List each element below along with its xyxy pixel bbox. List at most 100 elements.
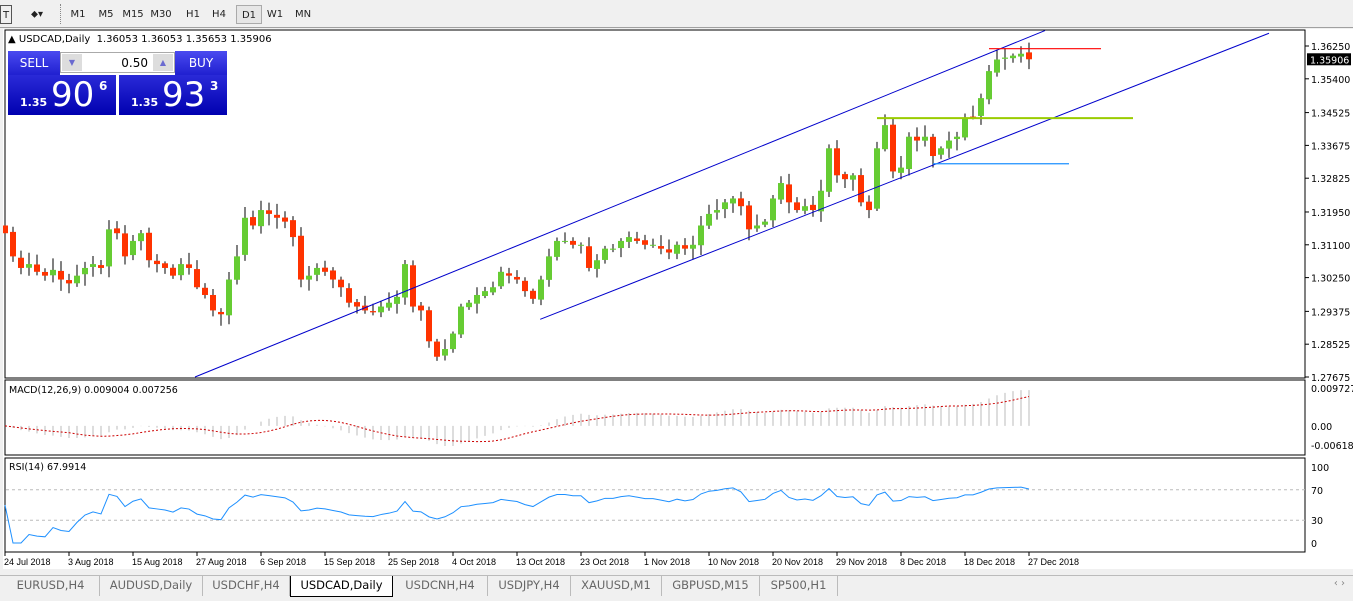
- timeframe-h4[interactable]: H4: [212, 9, 226, 20]
- tab-usdcnh-h4[interactable]: USDCNH,H4: [393, 576, 488, 596]
- bull-candle: [258, 210, 264, 227]
- bear-candle: [58, 270, 64, 280]
- sell-button[interactable]: SELL: [8, 51, 60, 75]
- bear-candle: [114, 228, 120, 234]
- price-tick-label: 1.31950: [1311, 208, 1350, 219]
- bull-candle: [498, 271, 504, 287]
- timeframe-m5[interactable]: M5: [98, 9, 114, 20]
- timeframe-m30[interactable]: M30: [150, 9, 172, 20]
- bull-candle: [722, 202, 728, 210]
- rsi-line: [4, 486, 1030, 544]
- date-label: 15 Aug 2018: [132, 557, 183, 567]
- bear-candle: [146, 232, 152, 261]
- bear-candle: [506, 273, 512, 276]
- timeframe-w1[interactable]: W1: [266, 9, 284, 20]
- increase-lot-icon[interactable]: ▲: [153, 54, 173, 71]
- main-chart-border: [4, 29, 1306, 379]
- tab-xauusd-m1[interactable]: XAUUSD,M1: [571, 576, 662, 596]
- price-tick-label: 1.33675: [1311, 141, 1350, 152]
- chart-canvas[interactable]: 1.36250 1.35400 1.34525 1.33675 1.32825 1.319…: [3, 29, 1353, 569]
- buy-price-pipette: 3: [210, 79, 219, 93]
- lot-size-value[interactable]: 0.50: [121, 56, 148, 70]
- bull-candle: [50, 269, 56, 276]
- date-label: 10 Nov 2018: [708, 557, 759, 567]
- macd-axis-label: 0.00: [1311, 422, 1332, 433]
- bull-candle: [730, 198, 736, 204]
- date-label: 20 Nov 2018: [772, 557, 823, 567]
- bull-candle: [690, 244, 696, 249]
- bear-candle: [746, 205, 752, 230]
- tab-scroll-arrows-icon[interactable]: ‹ ›: [1333, 578, 1345, 589]
- timeframe-h1[interactable]: H1: [186, 9, 200, 20]
- timeframe-m1[interactable]: M1: [70, 9, 86, 20]
- bear-candle: [162, 263, 168, 268]
- tab-audusd-daily[interactable]: AUDUSD,Daily: [100, 576, 203, 596]
- sell-price-big: 90: [51, 75, 95, 115]
- bear-candle: [834, 148, 840, 176]
- bear-candle: [410, 265, 416, 307]
- bear-candle: [338, 279, 344, 288]
- bull-candle: [482, 291, 488, 296]
- macd-axis-label: 0.009727: [1311, 384, 1353, 395]
- macd-signal-line: [4, 396, 1030, 443]
- bull-candle: [906, 136, 912, 170]
- bull-candle: [618, 240, 624, 249]
- tab-sp500-h1[interactable]: SP500,H1: [760, 576, 838, 596]
- bull-candle: [922, 136, 928, 141]
- lot-size-stepper[interactable]: ▼ 0.50 ▲: [60, 52, 175, 73]
- symbol-label: USDCAD,Daily: [18, 34, 91, 45]
- text-tool-icon[interactable]: T: [0, 5, 12, 24]
- bear-candle: [666, 249, 672, 253]
- buy-price-big: 93: [162, 75, 206, 115]
- tab-eurusd-h4[interactable]: EURUSD,H4: [2, 576, 100, 596]
- bull-candle: [946, 140, 952, 149]
- bull-candle: [986, 71, 992, 100]
- current-price-marker: [1307, 53, 1351, 66]
- bear-candle: [890, 124, 896, 172]
- bear-candle: [154, 260, 160, 265]
- buy-price[interactable]: 1.35 93 3: [119, 75, 227, 115]
- bull-candle: [474, 294, 480, 304]
- date-label: 25 Sep 2018: [388, 557, 439, 567]
- timeframe-mn[interactable]: MN: [294, 9, 312, 20]
- chart-tabs: EURUSD,H4 AUDUSD,Daily USDCHF,H4 USDCAD,Dai…: [0, 575, 1353, 597]
- tab-gbpusd-m15[interactable]: GBPUSD,M15: [662, 576, 760, 596]
- bull-candle: [562, 240, 568, 242]
- bull-candle: [874, 148, 880, 209]
- tab-usdjpy-h4[interactable]: USDJPY,H4: [488, 576, 571, 596]
- bull-candle: [490, 287, 496, 293]
- bull-candle: [82, 267, 88, 275]
- objects-dropdown-icon[interactable]: ⬥▾: [30, 9, 44, 20]
- bull-candle: [898, 167, 904, 173]
- bear-candle: [194, 269, 200, 288]
- bull-candle: [594, 260, 600, 269]
- bull-candle: [458, 306, 464, 335]
- bull-candle: [306, 275, 312, 280]
- one-click-trading-panel: SELL ▼ 0.50 ▲ BUY 1.35 90 6 1.35 93 3: [8, 51, 227, 115]
- bear-candle: [794, 202, 800, 211]
- bear-candle: [202, 287, 208, 295]
- rsi-axis-label: 0: [1311, 539, 1317, 550]
- bear-candle: [1026, 52, 1032, 60]
- buy-button[interactable]: BUY: [175, 51, 227, 75]
- bear-candle: [34, 264, 40, 272]
- bear-candle: [282, 217, 288, 222]
- timeframe-d1[interactable]: D1: [236, 5, 262, 24]
- tab-usdcad-daily[interactable]: USDCAD,Daily: [290, 576, 393, 597]
- sell-price[interactable]: 1.35 90 6: [8, 75, 116, 115]
- bull-candle: [178, 264, 184, 276]
- bear-candle: [274, 214, 280, 218]
- rsi-axis-label: 70: [1311, 486, 1323, 497]
- timeframe-m15[interactable]: M15: [122, 9, 144, 20]
- bull-candle: [850, 175, 856, 180]
- collapse-triangle-icon[interactable]: ▲: [8, 34, 16, 45]
- rsi-label: RSI(14) 67.9914: [9, 462, 86, 473]
- price-tick-label: 1.28525: [1311, 340, 1350, 351]
- bear-candle: [970, 116, 976, 118]
- decrease-lot-icon[interactable]: ▼: [62, 54, 82, 71]
- tab-usdchf-h4[interactable]: USDCHF,H4: [203, 576, 290, 596]
- chart-title: ▲ USDCAD,Daily 1.36053 1.36053 1.35653 1…: [8, 34, 272, 45]
- chart-window[interactable]: 1.36250 1.35400 1.34525 1.33675 1.32825 1.319…: [3, 29, 1353, 569]
- bull-candle: [706, 213, 712, 226]
- bull-candle: [386, 302, 392, 308]
